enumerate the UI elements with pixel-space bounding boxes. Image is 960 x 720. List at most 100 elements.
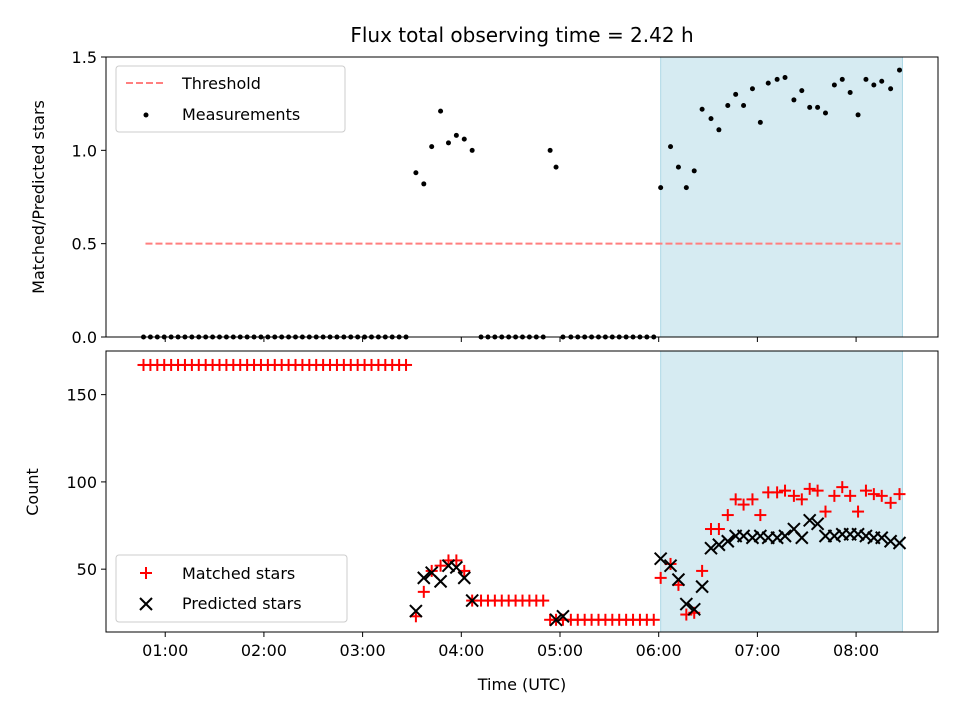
bottom-axes-frame (105, 350, 939, 633)
top-ytick-label: 1.0 (72, 141, 97, 160)
matched-star-point (754, 509, 767, 522)
predicted-star-point (802, 513, 817, 528)
measurement-point (553, 164, 559, 170)
measurement-point (807, 104, 813, 110)
legend-threshold-label: Threshold (181, 74, 261, 93)
xtick-label: 08:00 (833, 641, 879, 660)
matched-star-point (875, 489, 888, 502)
matched-star-point (803, 482, 816, 495)
legend-matched-label: Matched stars (182, 564, 295, 583)
predicted-star-point (457, 571, 471, 585)
top-y-axis-label: Matched/Predicted stars (29, 100, 48, 294)
measurement-point (897, 67, 903, 73)
chart-title: Flux total observing time = 2.42 h (350, 23, 693, 47)
measurement-point (791, 97, 797, 103)
xtick-label: 02:00 (241, 641, 287, 660)
predicted-star-point (465, 593, 479, 608)
measurement-point (863, 76, 869, 82)
x-axis-label: Time (UTC) (477, 675, 566, 694)
measurement-point (445, 140, 451, 146)
measurement-point (822, 110, 828, 116)
top-highlight-span (660, 56, 903, 338)
predicted-star-point (778, 529, 792, 543)
top-ytick-label: 0.0 (72, 328, 97, 347)
predicted-star-point (704, 541, 718, 555)
measurement-point (741, 103, 747, 109)
measurement-point (699, 106, 705, 112)
matched-star-point (434, 559, 447, 572)
predicted-star-point (549, 613, 563, 627)
xtick-label: 01:00 (142, 641, 188, 660)
measurement-point (733, 91, 739, 97)
predicted-star-point (827, 529, 842, 543)
bottom-legend-box (115, 554, 348, 623)
measurement-point (782, 75, 788, 81)
matched-star-point (400, 358, 413, 371)
predicted-star-point (712, 538, 726, 552)
matched-star-point (417, 585, 430, 598)
bot-ytick-label: 150 (66, 386, 97, 405)
predicted-star-point (721, 534, 735, 548)
measurement-point (757, 119, 763, 125)
matched-star-point (852, 505, 865, 518)
measurement-point (469, 147, 475, 153)
predicted-star-point (409, 604, 423, 618)
matched-star-point (859, 484, 872, 497)
top-x-ticks (164, 337, 857, 342)
matched-star-point (696, 564, 709, 577)
measurement-point (871, 82, 877, 88)
matched-star-point (712, 523, 725, 536)
predicted-star-point (745, 531, 760, 545)
measurement-point (413, 170, 419, 176)
measurement-point (461, 136, 467, 142)
measurement-point (453, 132, 459, 138)
measurement-point (658, 185, 664, 191)
matched-star-point (737, 498, 750, 511)
xtick-label: 06:00 (636, 641, 682, 660)
predicted-star-point (671, 572, 686, 587)
predicted-star-point (556, 609, 570, 623)
predicted-star-point (441, 558, 456, 573)
legend-matched-swatch (140, 567, 152, 579)
measurement-point (668, 144, 674, 150)
measurement-point (831, 82, 837, 88)
bottom-x-ticks: 01:00 02:00 03:00 04:00 05:00 06:00 07:00 08:00 (142, 632, 879, 660)
matched-star-point (884, 496, 897, 509)
bottom-y-axis-label: Count (23, 468, 42, 516)
matched-star-point (450, 554, 463, 567)
measurement-point (675, 164, 681, 170)
matched-star-point (779, 484, 792, 497)
matched-star-point (819, 505, 832, 518)
matched-star-point (721, 509, 734, 522)
matched-star-point (729, 493, 742, 506)
measurement-point (708, 116, 714, 122)
matched-star-point (425, 564, 438, 577)
top-axes-frame (105, 56, 939, 338)
top-series-group (141, 67, 903, 340)
predicted-star-point (753, 529, 768, 543)
bot-ytick-label: 100 (66, 473, 97, 492)
measurement-point (799, 88, 805, 94)
matched-star-point (795, 493, 808, 506)
predicted-star-point (795, 531, 809, 545)
measurement-point (888, 86, 894, 92)
measurement-point (879, 78, 885, 84)
predicted-star-point (859, 529, 873, 543)
measurement-point (765, 80, 771, 86)
top-ytick-label: 0.5 (72, 235, 97, 254)
predicted-star-point (770, 531, 784, 545)
matched-star-point (787, 489, 800, 502)
measurement-point (839, 76, 845, 82)
matched-star-point (836, 481, 849, 494)
bottom-series-group (137, 358, 907, 627)
xtick-label: 05:00 (537, 641, 583, 660)
predicted-star-point (679, 597, 694, 611)
predicted-star-point (417, 571, 431, 585)
matched-star-point (811, 484, 824, 497)
matched-star-point (867, 488, 880, 501)
predicted-star-point (875, 531, 889, 545)
bottom-legend: Matched stars Predicted stars (115, 554, 348, 623)
matched-star-point (844, 489, 857, 502)
